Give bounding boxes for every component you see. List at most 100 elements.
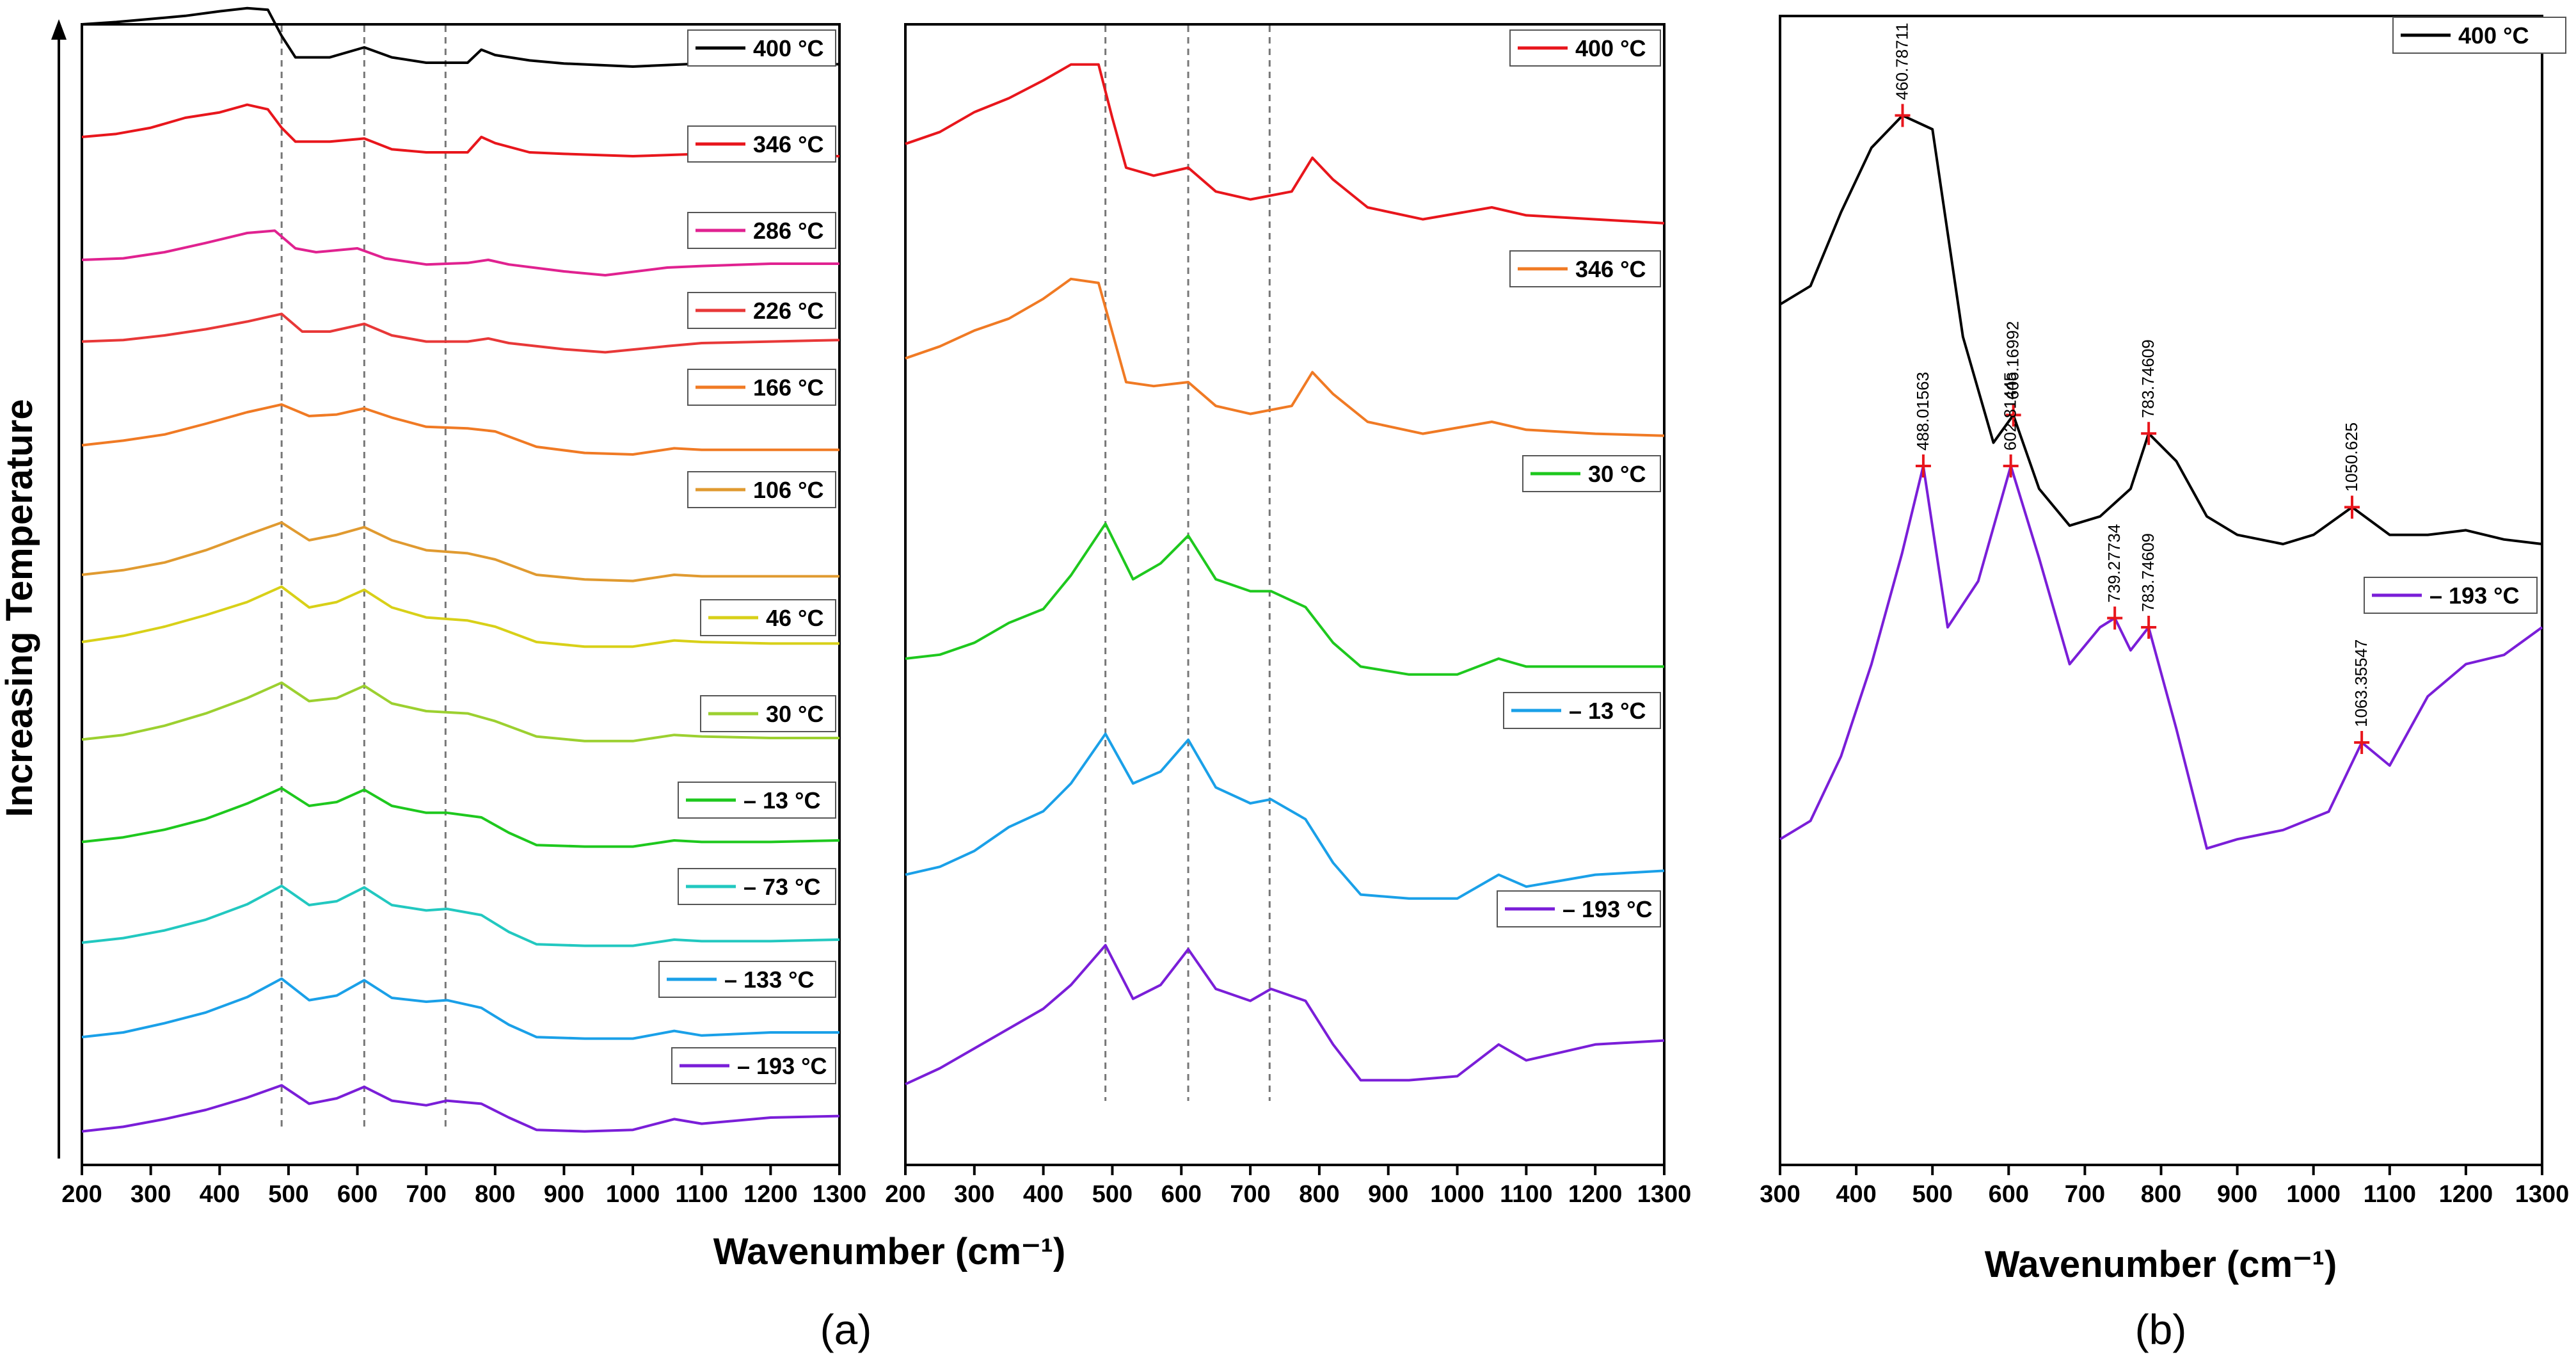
peak-label: 783.74609	[2138, 339, 2158, 418]
x-tick-label: 1300	[813, 1181, 867, 1208]
legend-entry: 400 °C	[1509, 29, 1661, 67]
legend-entry: 166 °C	[687, 369, 836, 406]
legend-entry: 226 °C	[687, 292, 836, 329]
legend-entry: 30 °C	[1522, 455, 1661, 492]
series-line-a-left-8	[81, 787, 840, 848]
panel-label-b: (b)	[2135, 1306, 2187, 1353]
x-tick-label: 400	[1836, 1181, 1876, 1208]
x-tick-label: 900	[544, 1181, 584, 1208]
series-line-a-left-6	[81, 585, 839, 648]
series-line-a-left-5	[81, 521, 839, 582]
legend-label: 400 °C	[753, 35, 823, 61]
series-line-a-left-7	[81, 681, 839, 742]
legends-a-right: 400 °C 346 °C 30 °C – 13 °C – 193 °C	[1497, 29, 1661, 927]
legend-entry: 30 °C	[700, 695, 836, 732]
series-line-a-left-2	[81, 229, 839, 277]
legend-entry: 346 °C	[687, 125, 836, 163]
legend-label: 400 °C	[1575, 35, 1646, 61]
legend-label: 30 °C	[1588, 461, 1646, 487]
legend-entry: – 193 °C	[2364, 577, 2538, 614]
x-tick-label: 300	[131, 1181, 171, 1208]
xlabel-b: Wavenumber (cm⁻¹)	[1985, 1244, 2337, 1285]
x-tick-label: 200	[61, 1181, 102, 1208]
x-tick-label: 900	[2217, 1181, 2257, 1208]
peak-label: 602.81445	[2001, 372, 2020, 451]
peak-label: 488.01563	[1913, 372, 1932, 451]
x-tick-label: 1100	[1500, 1181, 1552, 1208]
legend-entry: – 13 °C	[678, 782, 836, 819]
x-tick-label: 600	[1989, 1181, 2029, 1208]
x-tick-label: 900	[1368, 1181, 1408, 1208]
x-tick-label: 700	[406, 1181, 446, 1208]
series-line-a-right-0	[905, 63, 1665, 225]
legends-b: 400 °C – 193 °C	[2364, 17, 2566, 614]
legend-label: – 73 °C	[743, 874, 820, 900]
x-tick-label: 800	[1299, 1181, 1339, 1208]
x-tick-label: 1100	[676, 1181, 728, 1208]
legend-entry: – 13 °C	[1503, 692, 1661, 729]
series-line-a-right-4	[905, 943, 1665, 1086]
x-tick-label: 400	[1023, 1181, 1063, 1208]
legend-label: – 193 °C	[1562, 896, 1652, 922]
curves-a-left	[81, 6, 840, 1133]
legend-entry: 286 °C	[687, 212, 836, 249]
legend-entry: 400 °C	[687, 29, 836, 67]
x-tick-label: 700	[1230, 1181, 1270, 1208]
series-line-a-left-11	[81, 1084, 840, 1133]
legend-entry: 46 °C	[700, 599, 836, 636]
peak-label: 1063.35547	[2351, 639, 2371, 727]
panel-label-a: (a)	[820, 1306, 872, 1353]
x-tick-label: 300	[954, 1181, 994, 1208]
temperature-arrow-head	[51, 19, 67, 40]
x-tick-label: 600	[337, 1181, 378, 1208]
x-ticks-b: 300 400 500 600 700 800 900 1000 1100 1200 1300	[1760, 1165, 2569, 1208]
series-line-a-right-2	[905, 522, 1664, 676]
chart-panel-a-left: 400 °C 346 °C 286 °C 226 °C 166 °C 106 °C 46 °…	[61, 6, 866, 1208]
legend-label: 166 °C	[753, 374, 823, 401]
chart-panel-a-right: 400 °C 346 °C 30 °C – 13 °C – 193 °C 200 300 4…	[885, 23, 1691, 1208]
x-ticks-a-left: 200 300 400 500 600 700 800 900 1000 1100 1200 1300	[61, 1165, 866, 1208]
x-tick-label: 800	[475, 1181, 515, 1208]
x-tick-label: 1100	[2364, 1181, 2416, 1208]
x-tick-label: 500	[268, 1181, 308, 1208]
series-line-a-right-3	[905, 732, 1665, 900]
x-tick-label: 500	[1092, 1181, 1133, 1208]
legend-label: 286 °C	[753, 218, 823, 244]
curves-a-right	[905, 63, 1665, 1086]
series-line-a-left-10	[81, 977, 839, 1040]
x-tick-label: 500	[1912, 1181, 1952, 1208]
x-tick-label: 1300	[2515, 1181, 2570, 1208]
legend-label: 30 °C	[766, 701, 823, 727]
x-tick-label: 400	[200, 1181, 240, 1208]
peak-label: 739.27734	[2104, 524, 2124, 603]
shared-ylabel: Increasing Temperature	[0, 399, 40, 817]
legend-label: 46 °C	[766, 605, 823, 631]
legend-label: 400 °C	[2458, 22, 2529, 49]
x-tick-label: 1000	[2286, 1181, 2341, 1208]
series-line-a-right-1	[905, 277, 1665, 437]
peak-markers-b: 460.78711 606.16992 783.74609 1050.625 488.0…	[1892, 22, 2371, 754]
legend-entry: – 73 °C	[678, 868, 836, 905]
legend-label: 226 °C	[753, 298, 823, 324]
peak-label: 1050.625	[2342, 422, 2361, 492]
legend-entry: – 193 °C	[1497, 890, 1661, 927]
x-tick-label: 1200	[743, 1181, 798, 1208]
x-tick-label: 1200	[1568, 1181, 1623, 1208]
legend-entry: – 193 °C	[671, 1047, 836, 1084]
legend-label: 346 °C	[753, 131, 823, 157]
legend-label: – 193 °C	[737, 1053, 827, 1079]
legend-label: – 193 °C	[2429, 582, 2519, 609]
x-ticks-a-right: 200 300 400 500 600 700 800 900 1000 1100 1200 1300	[885, 1165, 1691, 1208]
reference-lines-a-right	[1104, 26, 1271, 1101]
x-tick-label: 600	[1161, 1181, 1202, 1208]
legend-entry: 400 °C	[2392, 17, 2566, 54]
legend-entry: 106 °C	[687, 471, 836, 508]
series-line-b-1	[1779, 465, 2543, 850]
series-line-a-left-4	[81, 403, 839, 456]
peak-label: 606.16992	[2003, 321, 2023, 399]
xlabel-a: Wavenumber (cm⁻¹)	[713, 1231, 1066, 1272]
series-line-a-left-0	[81, 6, 840, 68]
x-tick-label: 800	[2141, 1181, 2181, 1208]
